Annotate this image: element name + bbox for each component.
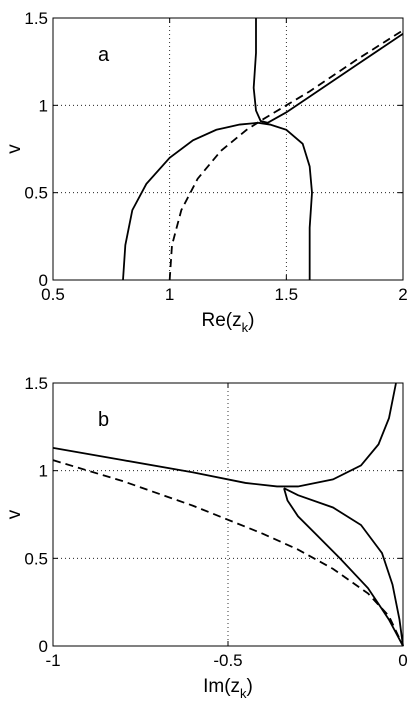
curve	[52, 382, 397, 488]
x-tick-label: 1	[165, 285, 174, 304]
x-axis-label-part: )	[248, 310, 254, 331]
curve	[168, 29, 404, 281]
x-tick-label: 0.5	[41, 285, 65, 304]
panel-label: a	[98, 44, 110, 66]
curve	[122, 121, 259, 281]
curve	[283, 487, 404, 647]
x-axis-label: Re(zk)	[202, 310, 255, 335]
axes-box	[52, 382, 404, 647]
panel-label: b	[98, 409, 109, 431]
x-tick-label: 2	[398, 285, 407, 304]
x-axis-label: Im(zk)	[203, 676, 253, 701]
x-tick-label: 0	[398, 651, 407, 670]
x-axis-label-part: Re(z	[202, 310, 242, 331]
y-tick-label: 0	[39, 637, 48, 656]
y-tick-label: 1	[39, 96, 48, 115]
x-axis-label-part: k	[242, 320, 249, 335]
curve	[283, 487, 404, 647]
curve	[258, 121, 313, 280]
y-tick-label: 1	[39, 462, 48, 481]
x-axis-label-part: k	[240, 686, 247, 701]
y-tick-label: 1.5	[24, 374, 48, 393]
plot-area	[53, 18, 403, 280]
x-axis-label-part: )	[247, 676, 253, 697]
curve	[252, 18, 404, 124]
y-axis-label: v	[4, 509, 25, 519]
x-tick-label: -0.5	[213, 651, 242, 670]
axes-box	[52, 17, 404, 281]
x-tick-label: 1.5	[275, 285, 299, 304]
y-tick-label: 0.5	[24, 184, 48, 203]
y-tick-label: 0.5	[24, 549, 48, 568]
y-tick-label: 0	[39, 271, 48, 290]
x-axis-label-part: Im(z	[203, 676, 240, 697]
x-tick-label: -1	[45, 651, 60, 670]
y-tick-label: 1.5	[24, 9, 48, 28]
y-axis-label: v	[4, 144, 25, 154]
curve	[52, 459, 404, 647]
